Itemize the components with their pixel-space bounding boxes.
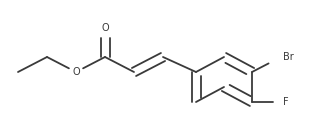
Text: O: O <box>72 67 80 77</box>
Text: Br: Br <box>283 52 294 62</box>
Text: F: F <box>283 97 289 107</box>
Text: O: O <box>101 23 109 33</box>
